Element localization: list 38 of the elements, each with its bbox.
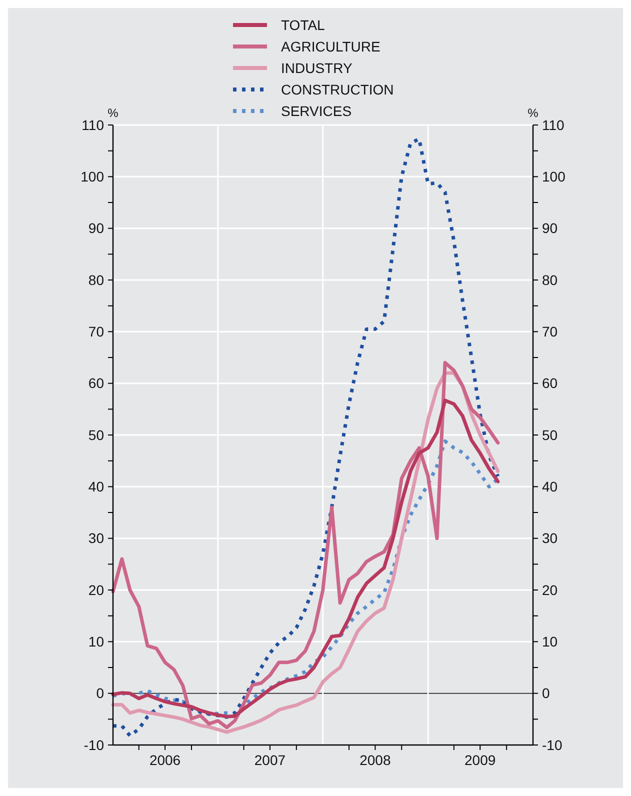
y-tick-label: 60 [88, 375, 104, 392]
y2-axis-title: % [528, 106, 539, 120]
y2-tick-label: 10 [542, 634, 558, 650]
x-tick-label: 2007 [254, 752, 286, 768]
y-tick-label: 20 [88, 582, 104, 598]
y2-tick-label: 90 [542, 220, 558, 236]
y-tick-label: 50 [88, 426, 104, 443]
y-tick-label: -10 [84, 736, 104, 753]
y2-tick-label: 40 [542, 478, 558, 495]
y-tick-label: 70 [88, 324, 104, 340]
y2-tick-label: -10 [542, 736, 562, 753]
y2-tick-label: 100 [542, 168, 566, 185]
y2-tick-label: 110 [542, 116, 565, 133]
y2-tick-label: 50 [542, 426, 558, 443]
y-tick-label: 0 [96, 685, 104, 702]
y-tick-label: 30 [88, 530, 104, 546]
legend-label: CONSTRUCTION [281, 81, 394, 98]
y-tick-label: 10 [88, 634, 104, 650]
y2-tick-label: 20 [542, 582, 558, 598]
y2-tick-label: 30 [542, 530, 558, 546]
y-tick-label: 110 [82, 116, 104, 133]
x-tick-label: 2006 [149, 752, 181, 768]
y-tick-label: 40 [88, 478, 104, 495]
legend-label: SERVICES [281, 102, 352, 119]
y2-tick-label: 70 [542, 324, 558, 340]
y2-tick-label: 60 [542, 375, 558, 392]
y2-tick-label: 80 [542, 272, 558, 288]
y-tick-label: 100 [80, 168, 104, 185]
line-series [111, 137, 500, 738]
x-tick-label: 2008 [360, 752, 391, 768]
legend-label: TOTAL [281, 16, 326, 33]
y-tick-label: 90 [88, 220, 104, 236]
legend-label: AGRICULTURE [281, 38, 380, 54]
legend-label: INDUSTRY [281, 60, 353, 76]
x-tick-label: 2009 [464, 752, 496, 768]
y2-tick-label: 0 [542, 685, 550, 702]
y-axis-title: % [108, 106, 119, 120]
y-tick-label: 80 [88, 272, 104, 288]
